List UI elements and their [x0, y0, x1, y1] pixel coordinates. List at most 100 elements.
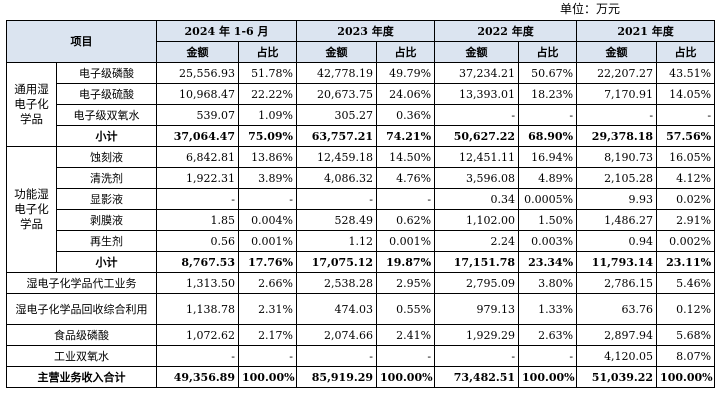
amount-cell: 1.12 — [296, 230, 378, 252]
amount-cell: 528.49 — [296, 209, 378, 231]
category-cell: 通用湿电子化学品 — [6, 62, 57, 147]
ratio-cell: 100.00% — [518, 366, 578, 388]
ratio-cell: - — [376, 188, 436, 210]
category-cell: 功能湿电子化学品 — [6, 146, 57, 273]
amount-cell: 1,102.00 — [434, 209, 520, 231]
ratio-cell: 23.11% — [656, 251, 716, 273]
amount-cell: - — [576, 104, 658, 126]
amount-cell: 2,105.28 — [576, 167, 658, 189]
ratio-cell: 68.90% — [518, 125, 578, 147]
ratio-cell: 1.33% — [518, 293, 578, 325]
item-name: 剥膜液 — [56, 209, 157, 231]
amount-cell: 305.27 — [296, 104, 378, 126]
ratio-cell: 0.003% — [518, 230, 578, 252]
ratio-cell: 14.50% — [376, 146, 436, 168]
amount-cell: 2,897.94 — [576, 324, 658, 346]
ratio-cell: 2.17% — [237, 324, 298, 346]
amount-cell: 37,064.47 — [156, 125, 239, 147]
ratio-cell: 4.76% — [376, 167, 436, 189]
amount-cell: 7,170.91 — [576, 83, 658, 105]
amount-cell: - — [434, 345, 520, 367]
item-name: 显影液 — [56, 188, 157, 210]
amount-cell: 8,767.53 — [156, 251, 239, 273]
item-name: 再生剂 — [56, 230, 157, 252]
header-ratio: 占比 — [518, 41, 578, 63]
amount-cell: 37,234.21 — [434, 62, 520, 84]
amount-cell: 10,968.47 — [156, 83, 239, 105]
subtotal-row: 小计 8,767.53 17.76% 17,075.12 19.87% 17,151.78… — [7, 251, 716, 273]
item-name: 电子级双氧水 — [56, 104, 157, 126]
amount-cell: 49,356.89 — [156, 366, 239, 388]
revenue-table: 项目 2024 年 1-6 月 2023 年度 2022 年度 2021 年度 … — [6, 20, 716, 388]
amount-cell: - — [296, 345, 378, 367]
header-ratio: 占比 — [237, 41, 298, 63]
amount-cell: - — [296, 188, 378, 210]
amount-cell: 17,075.12 — [296, 251, 378, 273]
amount-cell: 9.93 — [576, 188, 658, 210]
header-period: 2021 年度 — [576, 20, 716, 42]
amount-cell: 1,922.31 — [156, 167, 239, 189]
total-label: 主营业务收入合计 — [6, 366, 157, 388]
amount-cell: 85,919.29 — [296, 366, 378, 388]
amount-cell: 4,086.32 — [296, 167, 378, 189]
ratio-cell: 14.05% — [656, 83, 716, 105]
amount-cell: 12,451.11 — [434, 146, 520, 168]
amount-cell: 539.07 — [156, 104, 239, 126]
table-row: 工业双氧水 - - - - - -4,120.05 8.07% — [6, 345, 716, 367]
amount-cell: 63,757.21 — [296, 125, 378, 147]
ratio-cell: 2.63% — [518, 324, 578, 346]
table-row: 通用湿电子化学品 电子级磷酸 25,556.93 51.78% 42,778.19 49.… — [6, 62, 716, 147]
item-name: 湿电子化学品代工业务 — [6, 272, 157, 294]
amount-cell: 20,673.75 — [296, 83, 378, 105]
header-amount: 金额 — [434, 41, 520, 63]
ratio-cell: 100.00% — [237, 366, 298, 388]
amount-cell: 979.13 — [434, 293, 520, 325]
ratio-cell: 22.22% — [237, 83, 298, 105]
amount-cell: 1,072.62 — [156, 324, 239, 346]
amount-cell: 4,120.05 — [576, 345, 658, 367]
amount-cell: 50,627.22 — [434, 125, 520, 147]
item-name: 蚀刻液 — [56, 146, 157, 168]
table-row: 湿电子化学品代工业务 1,313.50 2.66% 2,538.28 2.95% 2,79… — [6, 272, 716, 294]
header-item: 项目 — [6, 20, 157, 63]
item-name: 食品级磷酸 — [6, 324, 157, 346]
ratio-cell: 5.68% — [656, 324, 716, 346]
header-amount: 金额 — [296, 41, 378, 63]
ratio-cell: - — [518, 104, 578, 126]
ratio-cell: 2.31% — [237, 293, 298, 325]
amount-cell: 1.85 — [156, 209, 239, 231]
amount-cell: 3,596.08 — [434, 167, 520, 189]
ratio-cell: 2.91% — [656, 209, 716, 231]
amount-cell: 12,459.18 — [296, 146, 378, 168]
ratio-cell: 2.66% — [237, 272, 298, 294]
ratio-cell: 0.36% — [376, 104, 436, 126]
ratio-cell: 100.00% — [376, 366, 436, 388]
ratio-cell: 3.80% — [518, 272, 578, 294]
amount-cell: - — [156, 188, 239, 210]
header-period: 2023 年度 — [296, 20, 436, 42]
table-row: 功能湿电子化学品 蚀刻液 6,842.81 13.86% 12,459.18 14.50%… — [6, 146, 716, 273]
amount-cell: 1,138.78 — [156, 293, 239, 325]
unit-label: 单位：万元 — [559, 2, 620, 16]
ratio-cell: 17.76% — [237, 251, 298, 273]
amount-cell: 22,207.27 — [576, 62, 658, 84]
amount-cell: 17,151.78 — [434, 251, 520, 273]
header-row-columns: 金额 占比 金额 占比 金额 占比 金额 占比 — [7, 41, 716, 63]
ratio-cell: 0.001% — [376, 230, 436, 252]
amount-cell: 73,482.51 — [434, 366, 520, 388]
ratio-cell: 100.00% — [656, 366, 716, 388]
ratio-cell: 8.07% — [656, 345, 716, 367]
amount-cell: 6,842.81 — [156, 146, 239, 168]
ratio-cell: 18.23% — [518, 83, 578, 105]
ratio-cell: 3.89% — [237, 167, 298, 189]
table-row: 食品级磷酸 1,072.62 2.17% 2,074.66 2.41% 1,929.29 2… — [6, 324, 716, 346]
amount-cell: 42,778.19 — [296, 62, 378, 84]
ratio-cell: - — [518, 345, 578, 367]
table-row: 清洗剂 1,922.31 3.89% 4,086.32 4.76% 3,596.08 4.8… — [7, 167, 716, 189]
header-period: 2022 年度 — [434, 20, 578, 42]
ratio-cell: 16.05% — [656, 146, 716, 168]
subtotal-label: 小计 — [56, 125, 157, 147]
ratio-cell: 0.002% — [656, 230, 716, 252]
ratio-cell: - — [376, 345, 436, 367]
ratio-cell: - — [237, 188, 298, 210]
